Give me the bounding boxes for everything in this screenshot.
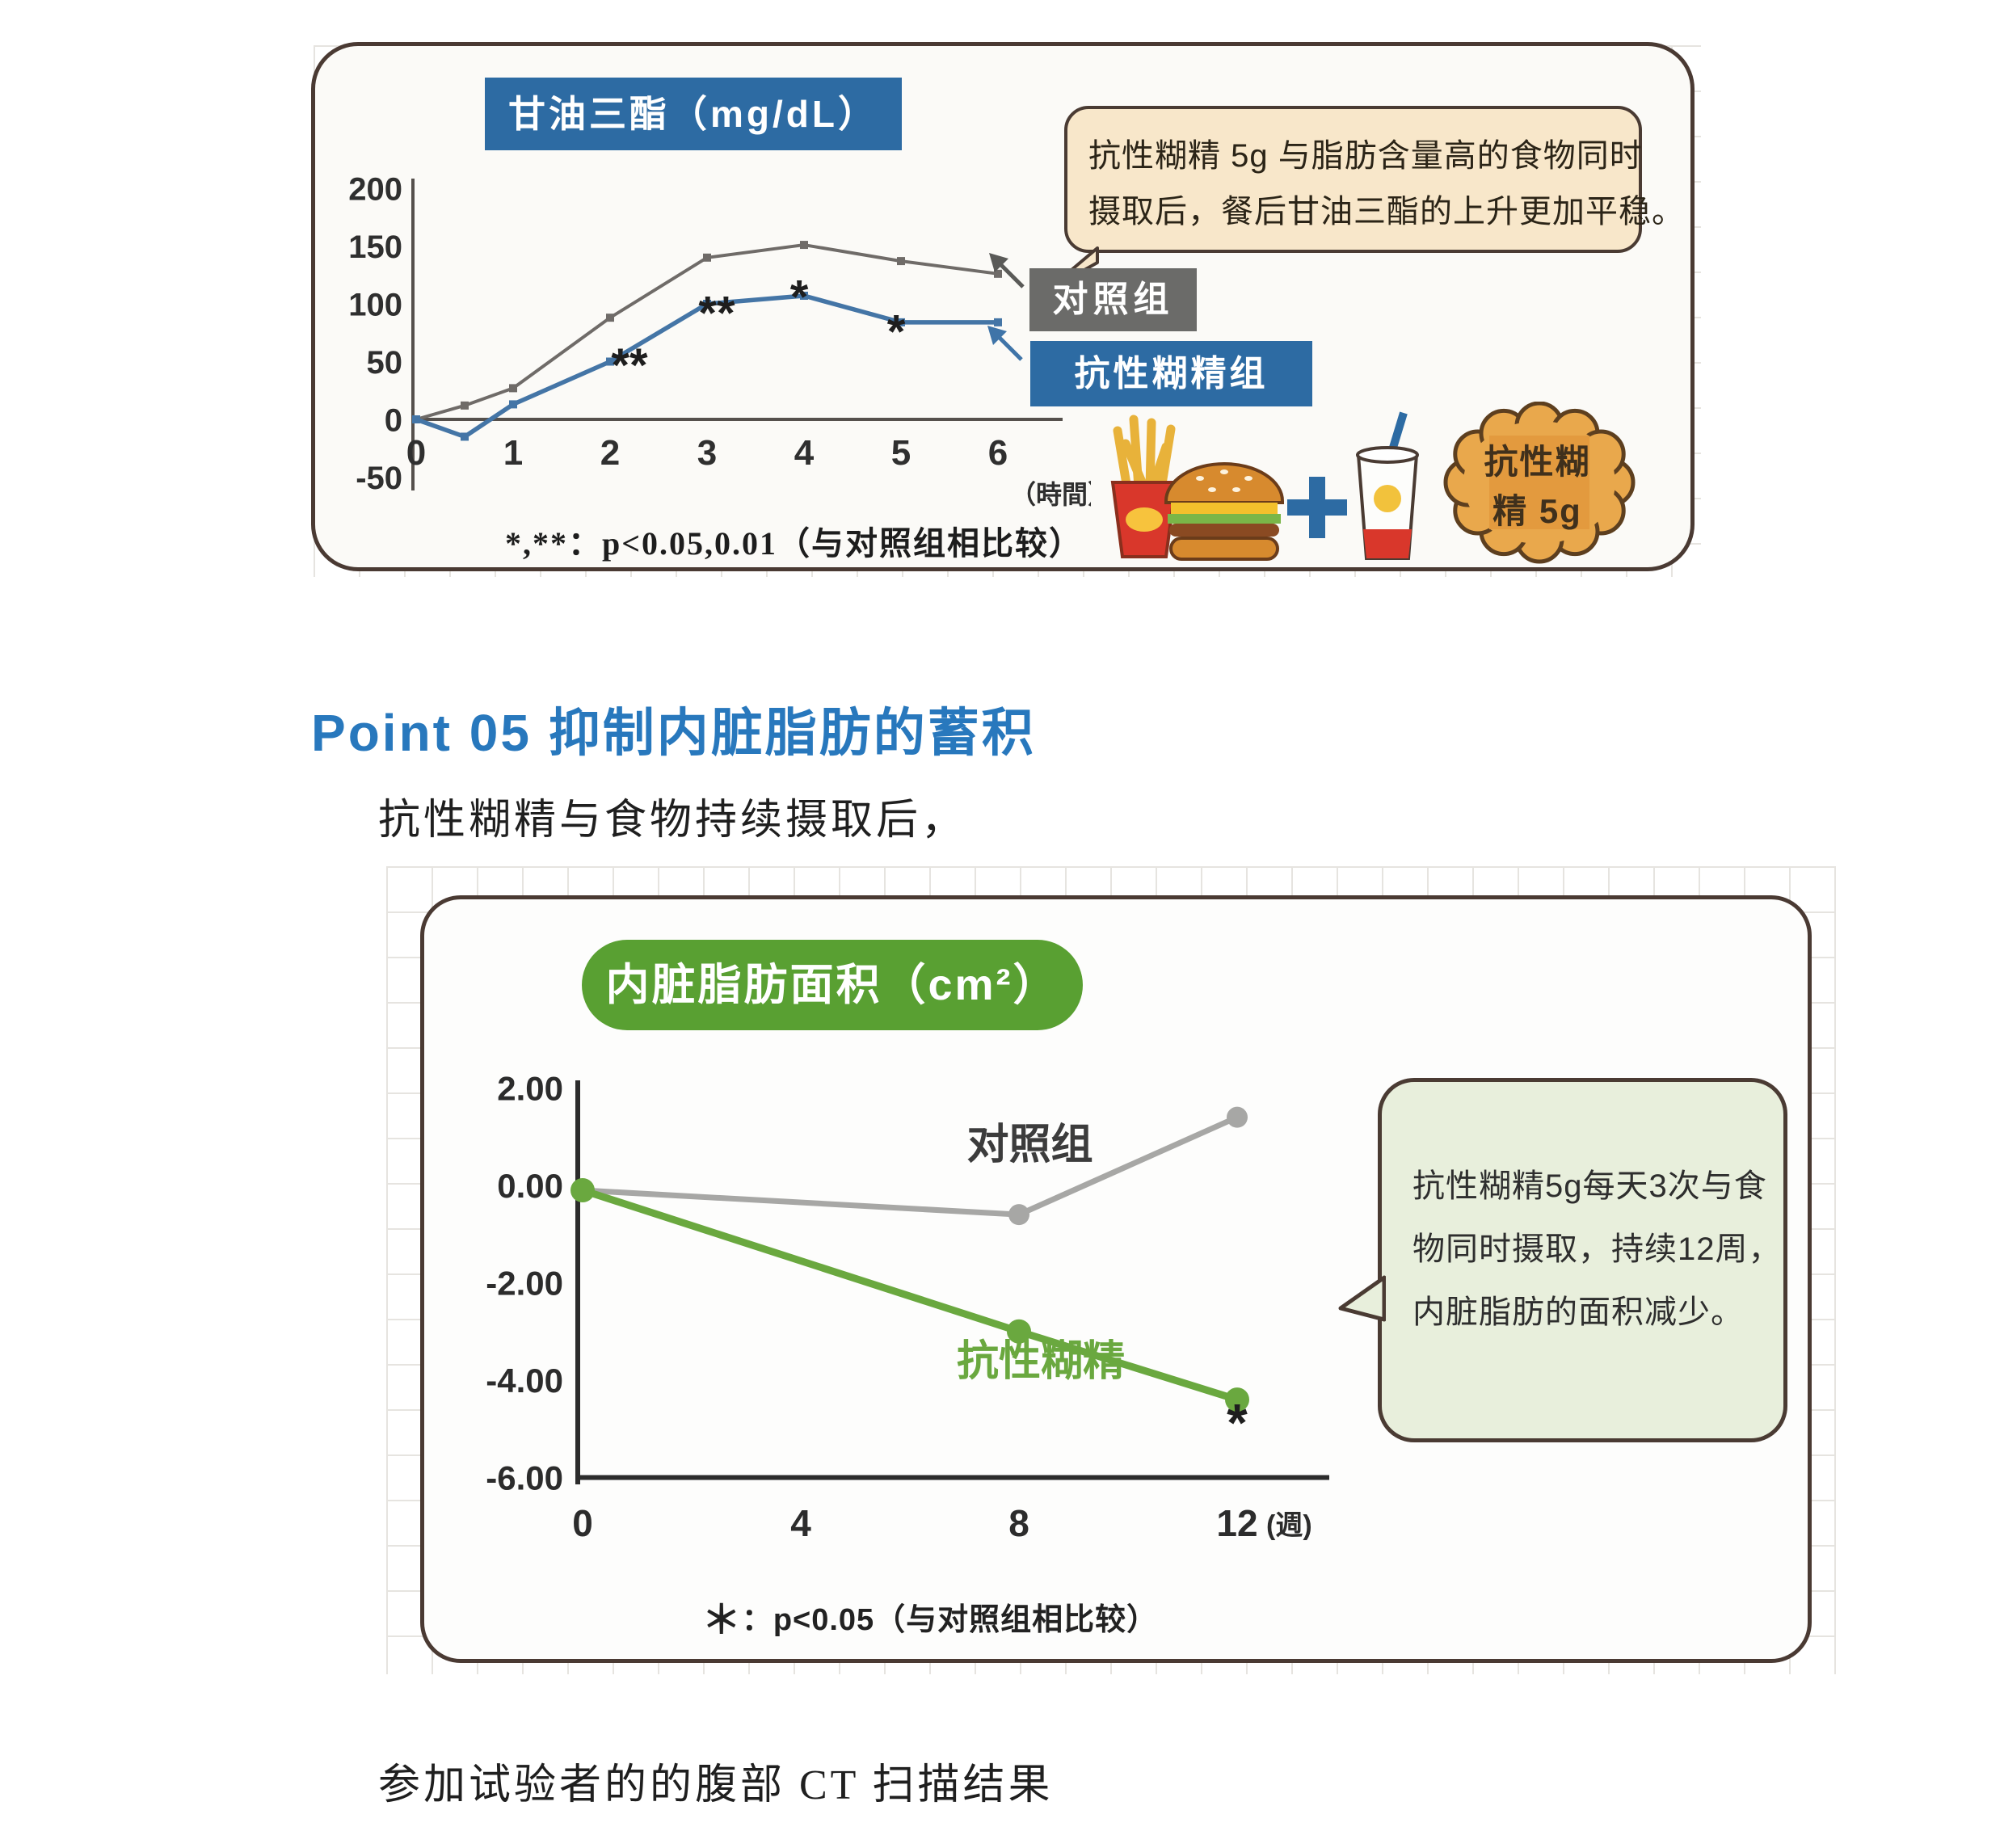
svg-text:5: 5 <box>891 433 911 473</box>
svg-text:2.00: 2.00 <box>497 1070 563 1108</box>
svg-text:200: 200 <box>348 171 402 207</box>
svg-text:0: 0 <box>406 433 426 473</box>
svg-text:3: 3 <box>697 433 717 473</box>
resistant-dextrin-badge <box>1443 402 1636 564</box>
svg-text:1: 1 <box>503 433 523 473</box>
callout-text-line: 内脏脂肪的面积减少。 <box>1412 1294 1744 1330</box>
visceral-fat-title: 内脏脂肪面积（cm²） <box>582 940 1083 1030</box>
intro-paragraph: 抗性糊精与食物持续摄取后， <box>378 798 967 844</box>
svg-text:2: 2 <box>600 433 620 473</box>
visceral-fat-callout-bubble: 抗性糊精5g每天3次与食 物同时摄取，持续12周， 内脏脂肪的面积减少。 <box>1378 1078 1787 1442</box>
svg-text:*: * <box>1227 1392 1248 1452</box>
fries-icon <box>1110 415 1178 558</box>
svg-text:(週): (週) <box>1266 1510 1312 1541</box>
svg-text:抗性糊精: 抗性糊精 <box>957 1338 1125 1385</box>
svg-text:-2.00: -2.00 <box>486 1265 563 1303</box>
burger-icon <box>1164 462 1284 561</box>
svg-text:0: 0 <box>385 402 402 438</box>
svg-text:100: 100 <box>348 287 402 322</box>
resistant-dextrin-badge-label: 抗性糊 精 5g <box>1442 438 1632 537</box>
svg-text:**: ** <box>698 287 735 339</box>
svg-text:**: ** <box>611 339 648 392</box>
svg-text:0.00: 0.00 <box>497 1167 563 1205</box>
svg-text:-50: -50 <box>356 461 402 496</box>
svg-text:（時間）: （時間） <box>1010 480 1091 509</box>
footnote-star: ＊ <box>701 1599 742 1642</box>
legend-control-group: 对照组 <box>1029 268 1197 331</box>
drink-icon <box>1356 411 1419 560</box>
svg-text:-6.00: -6.00 <box>486 1459 563 1497</box>
svg-text:50: 50 <box>367 345 403 381</box>
triglyceride-title: 甘油三酯（mg/dL） <box>485 78 902 150</box>
svg-text:150: 150 <box>348 229 402 265</box>
footnote-text: ：p<0.05（与对照组相比较） <box>741 1603 1159 1637</box>
callout-text-line: 摄取后，餐后甘油三酯的上升更加平稳。 <box>1088 193 1685 229</box>
visceral-fat-footnote: ＊：p<0.05（与对照组相比较） <box>680 1588 1181 1644</box>
callout-text-line: 抗性糊精5g每天3次与食 <box>1412 1168 1767 1204</box>
ct-scan-note: 参加试验者的的腹部 CT 扫描结果 <box>378 1762 1054 1808</box>
point-05-heading: Point 05 抑制内脏脂肪的蓄积 <box>311 704 1036 762</box>
svg-text:4: 4 <box>790 1502 811 1544</box>
svg-text:0: 0 <box>572 1502 593 1544</box>
svg-text:*: * <box>887 305 906 358</box>
legend-dextrin-group: 抗性糊精组 <box>1030 341 1312 406</box>
svg-text:4: 4 <box>794 433 815 473</box>
green-bubble-tail-icon <box>1338 1275 1386 1322</box>
triglyceride-panel: 甘油三酯（mg/dL） 200150100500-500123456（時間）**… <box>311 42 1695 571</box>
badge-line: 精 5g <box>1492 491 1582 530</box>
callout-text-line: 物同时摄取，持续12周， <box>1412 1231 1782 1267</box>
svg-text:对照组: 对照组 <box>966 1122 1093 1168</box>
arrow-to-dextrin-line-icon <box>987 326 1023 361</box>
svg-text:*: * <box>790 271 809 323</box>
arrow-to-control-line-icon <box>989 253 1025 288</box>
svg-text:12: 12 <box>1216 1502 1257 1544</box>
svg-text:-4.00: -4.00 <box>486 1362 563 1400</box>
svg-text:6: 6 <box>988 433 1008 473</box>
badge-line: 抗性糊 <box>1484 443 1591 481</box>
callout-text-line: 抗性糊精 5g 与脂肪含量高的食物同时 <box>1088 138 1643 174</box>
visceral-fat-panel: 内脏脂肪面积（cm²） 2.00 0.00 -2.00 -4.00 -6.00 0 4 8 12… <box>420 895 1812 1663</box>
plus-icon <box>1287 477 1347 538</box>
triglyceride-footnote: *,**：p<0.05,0.01（与对照组相比较） <box>505 525 1084 562</box>
svg-text:8: 8 <box>1008 1502 1029 1544</box>
triglyceride-callout-bubble: 抗性糊精 5g 与脂肪含量高的食物同时 摄取后，餐后甘油三酯的上升更加平稳。 <box>1064 106 1685 253</box>
